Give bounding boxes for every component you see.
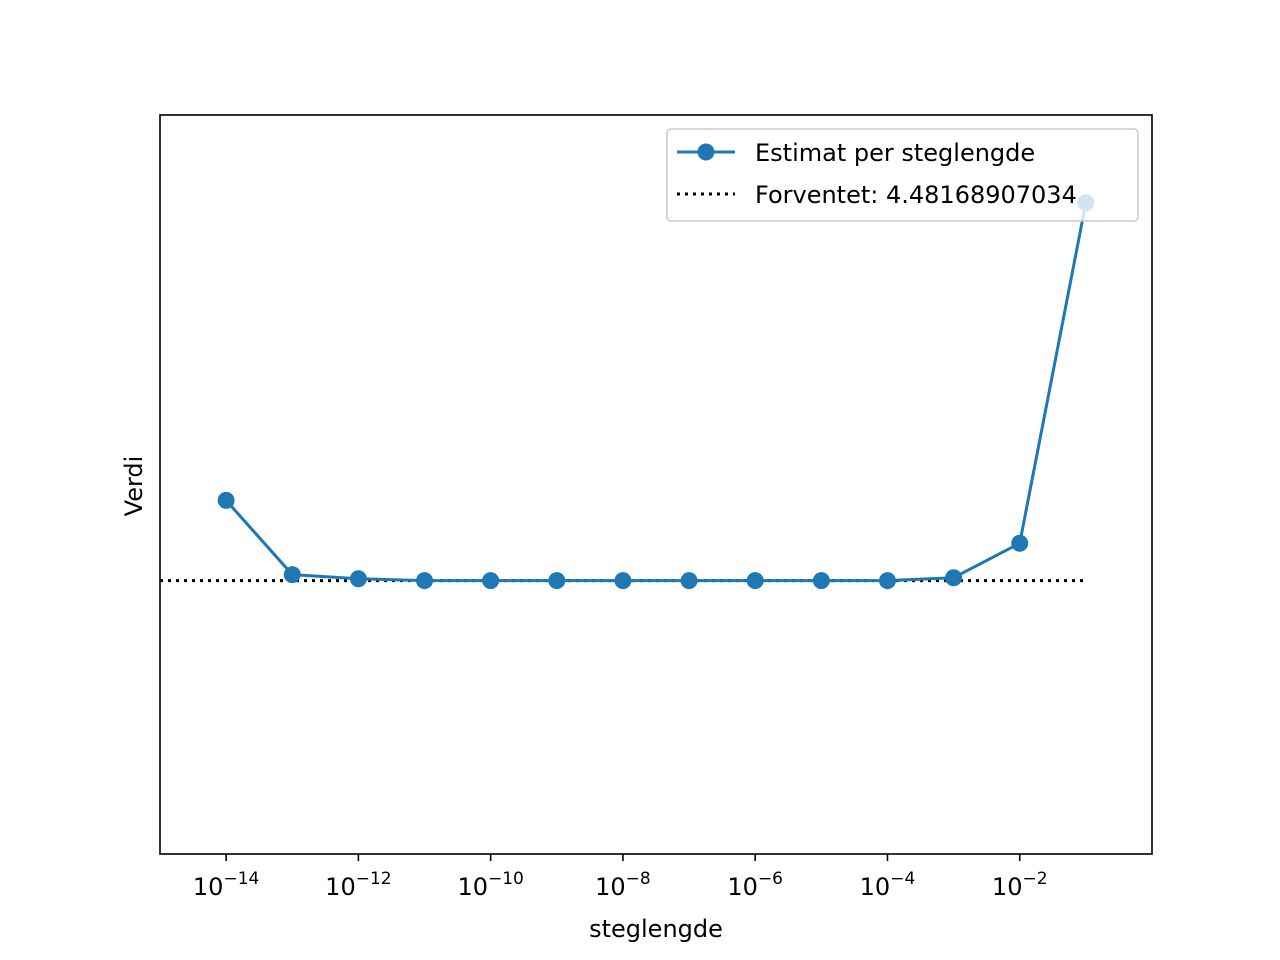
x-tick-label: 10−10 (457, 869, 523, 901)
data-point (746, 572, 764, 590)
y-axis-label: Verdi (120, 456, 148, 517)
data-point (349, 570, 367, 588)
data-point (945, 569, 963, 587)
x-tick-exponent: −4 (890, 869, 915, 889)
series-line (225, 202, 1088, 583)
x-tick-exponent: −6 (758, 869, 783, 889)
plot-area (160, 194, 1095, 590)
x-tick-label: 10−4 (860, 869, 916, 901)
data-point (416, 572, 434, 590)
x-tick-exponent: −2 (1022, 869, 1047, 889)
data-point (283, 566, 301, 584)
x-tick-base: 10 (595, 873, 626, 901)
x-tick-exponent: −12 (356, 869, 392, 889)
x-tick-exponent: −8 (626, 869, 651, 889)
x-tick-label: 10−6 (727, 869, 783, 901)
x-axis-label: steglengde (589, 915, 723, 943)
x-tick-label: 10−12 (325, 869, 391, 901)
data-point (1011, 534, 1029, 552)
legend-reference-label: Forventet: 4.48168907034 (755, 181, 1077, 209)
x-tick-label: 10−2 (992, 869, 1048, 901)
x-tick-base: 10 (860, 873, 891, 901)
x-tick-label: 10−14 (193, 869, 259, 901)
x-tick-label: 10−8 (595, 869, 651, 901)
x-tick-exponent: −14 (223, 869, 259, 889)
x-tick-base: 10 (727, 873, 758, 901)
data-point (217, 491, 235, 509)
x-tick-base: 10 (193, 873, 224, 901)
data-point (614, 572, 632, 590)
x-tick-base: 10 (325, 873, 356, 901)
data-point (812, 572, 830, 590)
legend: Estimat per steglengde Forventet: 4.48168… (666, 128, 1139, 222)
x-tick-base: 10 (992, 873, 1023, 901)
data-point (548, 572, 566, 590)
legend-frame (666, 128, 1139, 222)
data-point (482, 572, 500, 590)
x-tick-exponent: −10 (488, 869, 524, 889)
legend-series-marker-swatch (697, 143, 715, 161)
data-point (680, 572, 698, 590)
legend-series-label: Estimat per steglengde (755, 139, 1035, 167)
x-tick-base: 10 (457, 873, 488, 901)
axes-frame (159, 114, 1153, 855)
x-axis-ticks: 10−14 10−12 10−10 10−8 10−6 10−4 10−2 (193, 854, 1048, 901)
data-point (878, 572, 896, 590)
